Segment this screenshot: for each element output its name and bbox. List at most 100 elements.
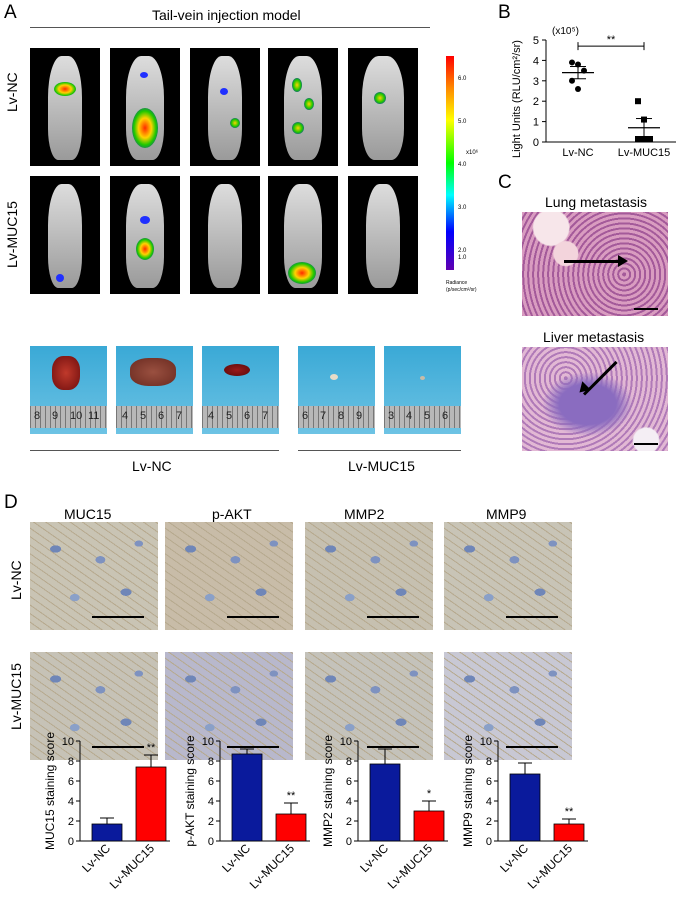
panel-label-c: C	[498, 172, 512, 193]
x-tick-label: Lv-NC	[357, 841, 391, 875]
organ-group-label-muc15: Lv-MUC15	[348, 458, 415, 474]
x-tick-label: Lv-MUC15	[618, 147, 671, 159]
scale-bar	[227, 746, 279, 748]
bar	[91, 823, 123, 842]
ihc-row-label-nc: Lv-NC	[8, 560, 24, 600]
injection-model-title: Tail-vein injection model	[152, 7, 301, 23]
y-tick-label: 10	[62, 736, 74, 748]
organ-photo-nc-1: 8 9 10 11	[30, 346, 107, 434]
arrow-shaft	[564, 260, 622, 263]
colorbar-tick: 1.0	[458, 255, 467, 261]
ivis-image-nc-2	[110, 48, 180, 166]
colorbar-tick: 5.0	[458, 119, 467, 125]
y-tick-label: 0	[208, 836, 214, 848]
scale-bar	[634, 443, 658, 445]
data-point	[575, 61, 581, 68]
panel-label-b: B	[498, 2, 511, 23]
ruler-number: 9	[356, 410, 363, 422]
y-tick-label: 6	[486, 776, 492, 788]
ruler-number: 7	[176, 410, 183, 422]
y-tick-label: 0	[346, 836, 352, 848]
ihc-image	[165, 522, 293, 630]
liver-metastasis-title: Liver metastasis	[543, 329, 645, 345]
x-tick-label: Lv-NC	[219, 841, 253, 875]
ruler-number: 8	[34, 410, 41, 422]
y-tick-label: 4	[533, 55, 539, 67]
ruler-number: 6	[442, 410, 449, 422]
radiance-colorbar	[446, 56, 454, 270]
significance-label: *	[427, 788, 432, 800]
data-point	[635, 98, 641, 105]
bar	[135, 766, 167, 842]
y-tick-label: 10	[202, 736, 214, 748]
ruler-number: 6	[244, 410, 251, 422]
ihc-image	[30, 522, 158, 630]
organ-group-label-nc: Lv-NC	[132, 458, 172, 474]
scale-bar	[506, 616, 558, 618]
significance-label: **	[607, 34, 616, 46]
ivis-image-muc15-5	[348, 176, 418, 294]
arrow-icon	[575, 381, 591, 397]
bar	[413, 810, 445, 842]
panel-d-bar-charts: MUC15 staining score 0 2 4 6 8 10 Lv-NC ** Lv-MUC…	[43, 732, 588, 892]
panel-label-d: D	[4, 492, 18, 513]
y-tick-label: 2	[533, 96, 539, 108]
ivis-image-muc15-3	[190, 176, 260, 294]
scale-bar	[634, 308, 658, 310]
y-tick-label: 2	[208, 816, 214, 828]
arrow-icon	[618, 255, 628, 267]
ihc-image	[305, 652, 433, 760]
ruler-number: 7	[262, 410, 269, 422]
scale-bar	[506, 746, 558, 748]
y-tick-label: 5	[533, 35, 539, 47]
y-tick-label: 4	[68, 796, 74, 808]
colorbar-tick: 2.0	[458, 248, 467, 254]
ivis-image-muc15-2	[110, 176, 180, 294]
significance-label: **	[147, 742, 156, 754]
colorbar-units-2: (p/sec/cm²/sr)	[446, 287, 477, 293]
bar	[509, 773, 541, 842]
x-tick-label: Lv-MUC15	[107, 841, 158, 892]
bar-chart-ylabel: MUC15 staining score	[43, 732, 57, 850]
scale-bar	[227, 616, 279, 618]
ruler-number: 10	[70, 410, 83, 422]
ruler-number: 5	[226, 410, 233, 422]
bar	[553, 823, 585, 842]
y-tick-label: 6	[208, 776, 214, 788]
data-point	[569, 59, 575, 66]
ivis-image-nc-3	[190, 48, 260, 166]
row-label-lv-nc: Lv-NC	[4, 72, 20, 112]
ihc-image	[305, 522, 433, 630]
scale-bar	[92, 616, 144, 618]
y-tick-label: 0	[486, 836, 492, 848]
data-point	[641, 136, 647, 142]
bar-chart-ylabel: p-AKT staining score	[183, 735, 197, 846]
colorbar-units-1: Radiance	[446, 280, 468, 286]
ruler-number: 5	[424, 410, 431, 422]
lung-metastasis-histology	[522, 212, 668, 316]
ivis-image-muc15-4	[268, 176, 338, 294]
colorbar-tick: 4.0	[458, 162, 467, 168]
group-underline-muc15	[298, 450, 461, 451]
scale-bar	[367, 746, 419, 748]
ruler-number: 6	[302, 410, 309, 422]
ruler-number: 6	[158, 410, 165, 422]
ruler-number: 9	[52, 410, 59, 422]
stain-header-pakt: p-AKT	[212, 506, 252, 522]
ihc-image	[165, 652, 293, 760]
panel-b-multiplier: (x10⁵)	[552, 26, 579, 37]
liver-metastasis-histology	[522, 347, 668, 451]
colorbar-exponent: x10⁶	[466, 150, 479, 156]
colorbar-tick: 3.0	[458, 205, 467, 211]
y-tick-label: 6	[346, 776, 352, 788]
y-tick-label: 1	[533, 117, 539, 129]
ihc-row-label-muc15: Lv-MUC15	[8, 663, 24, 730]
ruler-number: 4	[122, 410, 129, 422]
colorbar-tick: 6.0	[458, 76, 467, 82]
scale-bar	[92, 746, 144, 748]
x-tick-label: Lv-MUC15	[525, 841, 576, 892]
panel-b-ylabel: Light Units (RLU/cm²/sr)	[511, 40, 523, 158]
scale-bar	[367, 616, 419, 618]
